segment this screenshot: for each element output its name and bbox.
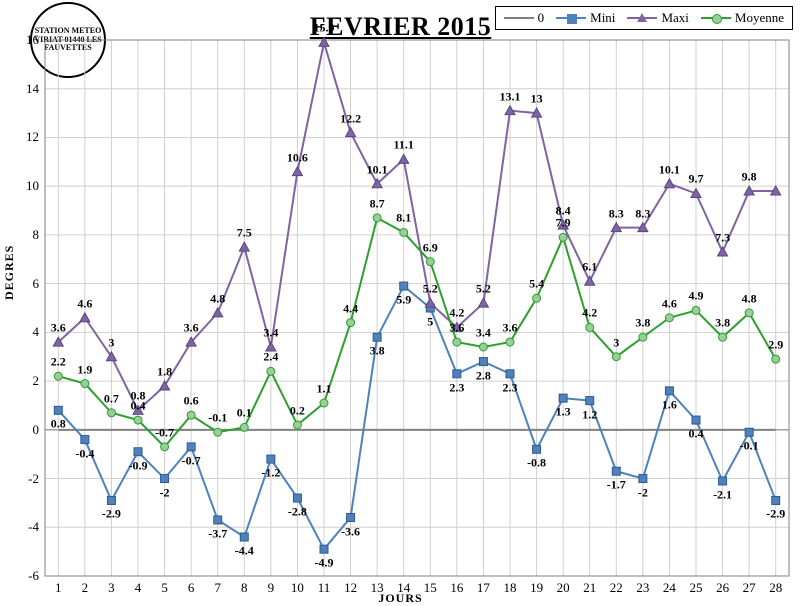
y-tick-label: 0 <box>33 422 40 438</box>
y-tick-label: 2 <box>33 373 40 389</box>
y-tick-label: 4 <box>33 324 40 340</box>
y-tick-label: 10 <box>26 178 39 194</box>
legend-item: Maxi <box>627 10 688 26</box>
y-tick-label: 16 <box>26 32 39 48</box>
plot-area: -6-4-20246810121416123456789101112131415… <box>45 40 789 576</box>
y-tick-label: 14 <box>26 81 39 97</box>
series-line <box>58 286 775 549</box>
legend-item: Moyenne <box>701 10 784 26</box>
legend-item: Mini <box>556 10 615 26</box>
y-tick-label: -2 <box>28 471 39 487</box>
series-line <box>58 42 775 410</box>
y-tick-label: -6 <box>28 568 39 584</box>
y-tick-label: 6 <box>33 276 40 292</box>
y-tick-label: -4 <box>28 519 39 535</box>
legend: 0 Mini Maxi Moyenne <box>495 6 793 30</box>
y-axis-label: DEGRES <box>2 245 17 300</box>
y-tick-label: 12 <box>26 129 39 145</box>
x-axis-label: JOURS <box>0 591 801 606</box>
legend-item: 0 <box>504 10 545 26</box>
y-tick-label: 8 <box>33 227 40 243</box>
